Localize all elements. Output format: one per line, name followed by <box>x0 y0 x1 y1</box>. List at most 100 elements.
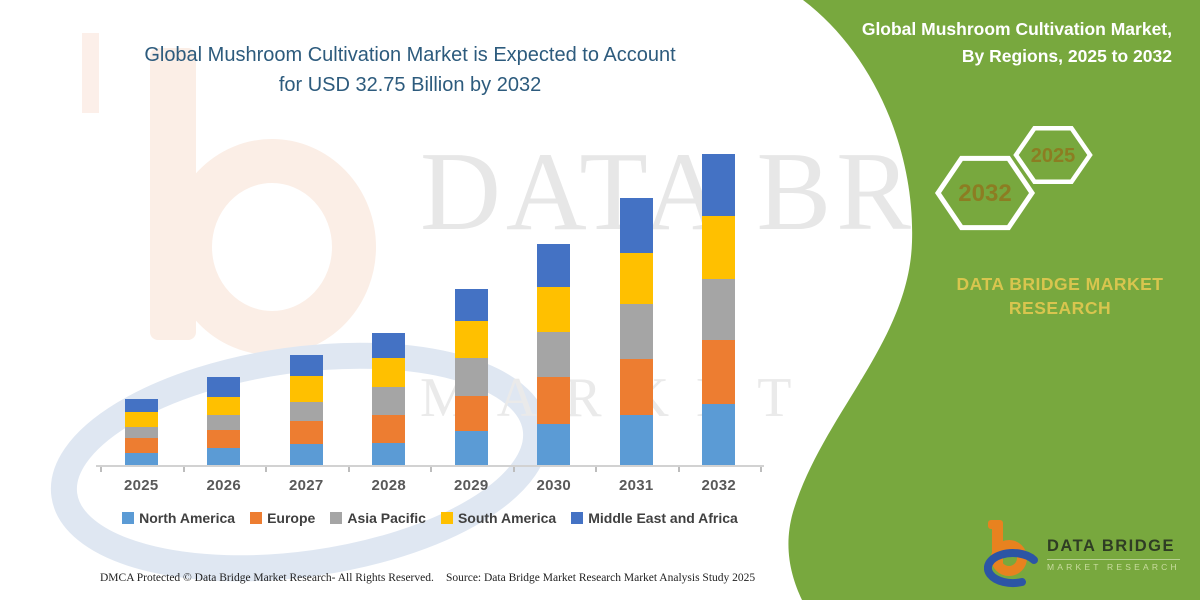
data-bridge-logo: DATA BRIDGE MARKET RESEARCH <box>984 518 1180 590</box>
segment-north-america-2031 <box>619 414 653 466</box>
legend-item-asia-pacific: Asia Pacific <box>330 510 426 526</box>
logo-subtitle: MARKET RESEARCH <box>1047 558 1180 572</box>
segment-asia-pacific-2031 <box>619 304 653 360</box>
legend-label-europe: Europe <box>267 510 316 526</box>
segment-europe-2029 <box>454 395 488 431</box>
chart-legend: North America Europe Asia Pacific South Ame… <box>100 510 760 526</box>
data-bridge-logo-icon <box>984 520 1038 588</box>
segment-middle-east-and-africa-2030 <box>537 244 571 287</box>
segment-middle-east-and-africa-2031 <box>619 198 653 253</box>
segment-europe-2032 <box>702 340 736 405</box>
x-axis-tick <box>760 467 762 472</box>
segment-north-america-2032 <box>702 404 736 466</box>
segment-middle-east-and-africa-2032 <box>702 154 736 216</box>
stacked-bar-2029 <box>454 288 488 466</box>
segment-south-america-2031 <box>619 252 653 305</box>
segment-middle-east-and-africa-2029 <box>454 288 488 322</box>
stacked-bar-2030 <box>537 244 571 466</box>
logo-title: DATA BRIDGE <box>1047 536 1176 555</box>
segment-europe-2028 <box>372 414 406 444</box>
segment-north-america-2030 <box>537 424 571 466</box>
stacked-bar-2027 <box>289 355 323 466</box>
bar-column-2027 <box>265 154 348 466</box>
chart-title-line1: Global Mushroom Cultivation Market is Ex… <box>144 44 676 66</box>
segment-europe-2025 <box>124 437 158 453</box>
x-axis-label-2027: 2027 <box>288 477 324 494</box>
x-axis-tick <box>182 467 185 472</box>
segment-europe-2026 <box>207 429 241 448</box>
stacked-bar-2032 <box>702 154 736 466</box>
segment-middle-east-and-africa-2027 <box>289 355 323 377</box>
legend-label-asia-pacific: Asia Pacific <box>347 510 426 526</box>
legend-item-europe: Europe <box>250 510 315 526</box>
segment-north-america-2028 <box>372 443 406 466</box>
side-panel-shape <box>788 0 1200 600</box>
segment-asia-pacific-2028 <box>372 386 406 415</box>
segment-south-america-2029 <box>454 321 488 358</box>
segment-south-america-2026 <box>207 396 241 415</box>
legend-label-south-america: South America <box>457 510 557 526</box>
stacked-bar-2031 <box>619 198 653 466</box>
x-axis-tick <box>512 467 515 472</box>
dmca-notice: DMCA Protected © Data Bridge Market Rese… <box>100 572 434 584</box>
legend-swatch-south-america <box>440 512 453 524</box>
brand-text-line2: RESEARCH <box>1008 298 1112 318</box>
segment-south-america-2030 <box>537 286 571 332</box>
segment-asia-pacific-2025 <box>124 427 158 438</box>
side-panel-heading-line2: By Regions, 2025 to 2032 <box>961 46 1172 66</box>
legend-item-north-america: North America <box>122 510 235 526</box>
x-axis-tick <box>265 467 267 472</box>
x-axis-label-2029: 2029 <box>453 477 489 494</box>
legend-label-middle-east-and-africa: Middle East and Africa <box>588 510 738 526</box>
chart-title: Global Mushroom Cultivation Market is Ex… <box>100 40 720 100</box>
x-axis-label-2028: 2028 <box>371 477 407 494</box>
bar-column-2025 <box>100 154 183 466</box>
chart-title-line2: for USD 32.75 Billion by 2032 <box>278 74 542 96</box>
watermark-swoosh <box>50 342 550 582</box>
hexagon-2025-label: 2025 <box>1031 145 1076 167</box>
segment-south-america-2025 <box>124 411 158 428</box>
legend-label-north-america: North America <box>139 510 236 526</box>
segment-asia-pacific-2030 <box>537 331 571 378</box>
x-axis-label-2025: 2025 <box>123 477 159 494</box>
segment-south-america-2032 <box>702 215 736 280</box>
segment-europe-2030 <box>537 377 571 425</box>
source-note: Source: Data Bridge Market Research Mark… <box>446 572 756 584</box>
segment-north-america-2029 <box>454 430 488 466</box>
x-axis-line <box>96 465 764 467</box>
bar-column-2031 <box>595 154 678 466</box>
segment-europe-2031 <box>619 359 653 415</box>
segment-middle-east-and-africa-2028 <box>372 332 406 359</box>
brand-text: DATA BRIDGE MARKET RESEARCH <box>935 272 1185 320</box>
brand-text-line1: DATA BRIDGE MARKET <box>956 274 1164 294</box>
x-axis-label-2030: 2030 <box>536 477 572 494</box>
bar-column-2028 <box>348 154 431 466</box>
segment-north-america-2026 <box>207 447 241 466</box>
segment-middle-east-and-africa-2025 <box>124 398 158 412</box>
segment-asia-pacific-2026 <box>207 414 241 430</box>
segment-south-america-2028 <box>372 358 406 387</box>
watermark-b-bowl <box>168 139 376 355</box>
legend-item-middle-east-and-africa: Middle East and Africa <box>571 510 738 526</box>
hexagon-2032-badge <box>934 155 1036 231</box>
x-axis-label-2031: 2031 <box>618 477 654 494</box>
segment-north-america-2025 <box>124 452 158 466</box>
x-axis-labels: 2025 2026 2027 2028 2029 2030 2031 2032 <box>100 477 760 494</box>
stacked-bar-plot <box>100 154 760 466</box>
segment-asia-pacific-2029 <box>454 357 488 396</box>
bar-column-2030 <box>513 154 596 466</box>
legend-item-south-america: South America <box>440 510 557 526</box>
x-axis-tick <box>347 467 350 472</box>
legend-swatch-middle-east-and-africa <box>571 512 584 524</box>
x-axis-label-2032: 2032 <box>701 477 737 494</box>
stacked-bar-2025 <box>124 398 158 466</box>
x-axis-tick <box>100 467 102 472</box>
segment-north-america-2027 <box>289 444 323 466</box>
stacked-bar-2028 <box>372 332 406 466</box>
legend-swatch-asia-pacific <box>330 512 343 524</box>
side-panel-heading-line1: Global Mushroom Cultivation Market, <box>861 19 1172 39</box>
hexagon-2032-label: 2032 <box>958 180 1011 207</box>
